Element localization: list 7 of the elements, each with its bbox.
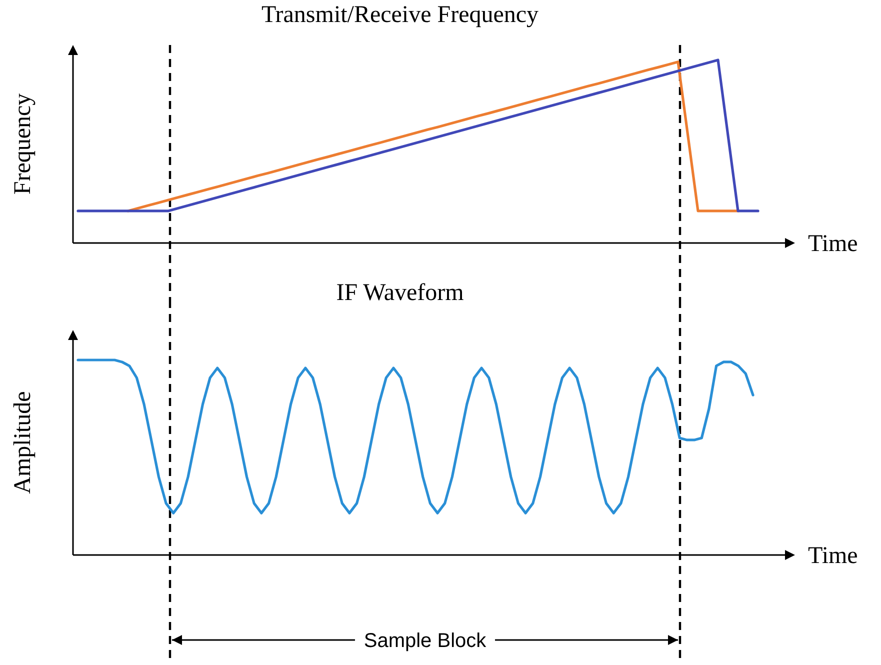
chart-title: IF Waveform <box>336 280 464 306</box>
y-axis-title: Amplitude <box>10 391 36 494</box>
text: Sample Block <box>364 630 488 652</box>
y-axis-title: Frequency <box>10 93 36 195</box>
x-axis-title: Time <box>808 543 858 569</box>
x-axis-title: Time <box>808 231 858 257</box>
chart-title: Transmit/Receive Frequency <box>261 2 539 28</box>
